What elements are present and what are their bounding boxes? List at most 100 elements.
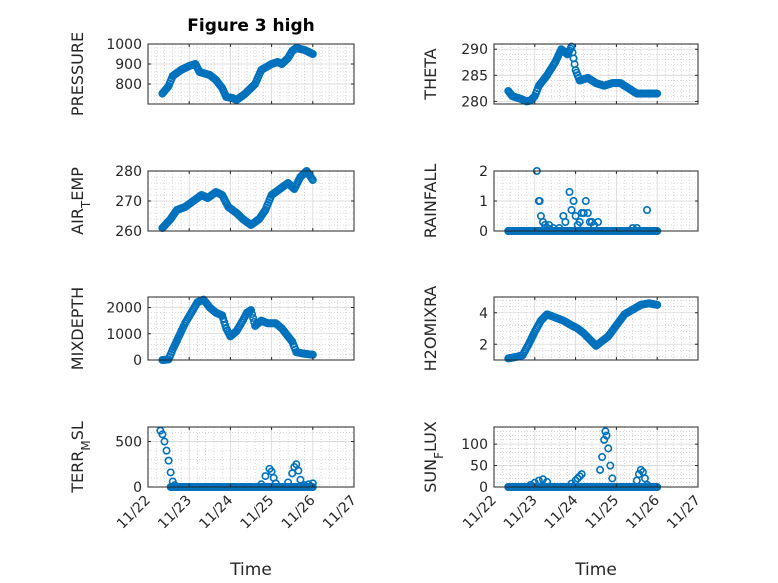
axes-box xyxy=(493,426,699,488)
y-tick-label: 290 xyxy=(461,42,488,58)
y-tick-label: 800 xyxy=(115,77,142,93)
y-axis-label: MIXDEPTH xyxy=(68,287,87,370)
y-tick-label: 900 xyxy=(115,57,142,73)
axes-box xyxy=(493,43,699,105)
y-tick-label: 1000 xyxy=(106,327,142,343)
subplot-1: 800 900 1000 PRESSURE Figure 3 high xyxy=(68,16,355,116)
x-tick-label: 11/22 xyxy=(460,493,500,533)
data-point xyxy=(160,437,169,446)
x-tick-label: 11/24 xyxy=(542,492,582,532)
y-tick-label: 285 xyxy=(461,68,488,84)
x-tick-label: 11/23 xyxy=(501,493,541,533)
subplot-3: 260 270 280 AIRTEMP xyxy=(68,164,355,240)
data-point xyxy=(634,470,643,479)
plot-area xyxy=(148,427,354,487)
axes-box xyxy=(147,426,355,488)
data-point xyxy=(579,209,588,218)
data-point xyxy=(534,476,543,485)
subplot-6: 2 4 H2OMIXRA xyxy=(421,286,699,372)
subplot-5: 0 1000 2000 MIXDEPTH xyxy=(68,287,355,370)
axes-box xyxy=(147,296,355,361)
data-point xyxy=(162,446,171,455)
x-tick-label: 11/22 xyxy=(114,493,154,533)
x-tick-label: 11/25 xyxy=(238,493,278,533)
y-tick-label: 500 xyxy=(115,435,142,451)
x-axis-label: Time xyxy=(574,560,617,580)
y-axis-label: RAINFALL xyxy=(421,164,440,239)
y-tick-label: 0 xyxy=(479,480,488,496)
data-point xyxy=(602,431,611,440)
x-tick-label: 11/24 xyxy=(196,492,236,532)
data-point xyxy=(571,476,580,485)
data-point xyxy=(636,465,645,474)
y-tick-label: 50 xyxy=(470,459,488,475)
x-tick-label: 11/25 xyxy=(582,493,622,533)
y-tick-label: 2 xyxy=(479,164,488,180)
data-point xyxy=(608,474,617,483)
subplot-4: 0 1 2 RAINFALL xyxy=(421,164,699,240)
y-axis-label: H2OMIXRA xyxy=(421,286,440,372)
plot-area xyxy=(148,44,354,104)
subplot-2: 280 285 290 THETA xyxy=(421,42,699,110)
data-point xyxy=(594,218,603,227)
y-tick-label: 2000 xyxy=(106,301,142,317)
data-point xyxy=(308,49,317,58)
data-point xyxy=(567,206,576,215)
data-point xyxy=(601,427,610,436)
data-point xyxy=(294,466,303,475)
x-tick-label: 11/27 xyxy=(664,493,704,533)
data-point xyxy=(248,310,257,319)
axes-box xyxy=(493,296,699,361)
data-point xyxy=(596,465,605,474)
y-tick-label: 1000 xyxy=(106,37,142,53)
y-tick-label: 4 xyxy=(479,306,488,322)
data-point xyxy=(164,456,173,465)
data-point xyxy=(561,218,570,227)
data-point xyxy=(575,472,584,481)
data-point xyxy=(535,197,544,206)
data-point xyxy=(569,197,578,206)
y-tick-label: 1 xyxy=(479,194,488,210)
data-point xyxy=(284,478,293,487)
y-axis-label: AIRTEMP xyxy=(68,167,93,235)
data-point xyxy=(288,183,297,192)
y-tick-label: 0 xyxy=(479,224,488,240)
x-tick-label: 11/27 xyxy=(320,493,360,533)
y-tick-label: 260 xyxy=(115,224,142,240)
data-point xyxy=(571,212,580,221)
data-point xyxy=(581,197,590,206)
y-tick-label: 280 xyxy=(461,94,488,110)
data-point xyxy=(526,480,535,489)
y-tick-label: 270 xyxy=(115,194,142,210)
y-axis-label: SUNFLUX xyxy=(421,421,446,493)
data-point xyxy=(575,218,584,227)
data-point xyxy=(653,89,662,98)
data-point xyxy=(583,209,592,218)
y-axis-label: THETA xyxy=(421,48,440,100)
chart-title: Figure 3 high xyxy=(187,16,315,36)
data-point xyxy=(170,481,179,490)
data-point xyxy=(573,474,582,483)
data-point xyxy=(166,468,175,477)
x-tick-label: 11/26 xyxy=(279,492,319,532)
x-axis-label: Time xyxy=(229,560,272,580)
subplot-7: 0 500 11/22 11/23 11/24 11/25 11/26 11/27 Time TE… xyxy=(68,421,360,580)
data-point xyxy=(604,444,613,453)
x-tick-label: 11/23 xyxy=(155,493,195,533)
data-point xyxy=(642,480,651,489)
data-point xyxy=(247,306,256,315)
y-axis-label: TERRMSL xyxy=(68,421,93,494)
data-point xyxy=(158,430,167,439)
y-tick-label: 0 xyxy=(133,480,142,496)
y-tick-label: 280 xyxy=(115,164,142,180)
y-tick-label: 100 xyxy=(461,437,488,453)
data-point xyxy=(308,176,317,185)
data-point xyxy=(565,188,574,197)
data-point xyxy=(249,313,258,322)
data-point xyxy=(653,300,662,309)
data-point xyxy=(577,470,586,479)
data-point xyxy=(642,206,651,215)
y-tick-label: 0 xyxy=(133,353,142,369)
axes-box xyxy=(147,43,355,105)
